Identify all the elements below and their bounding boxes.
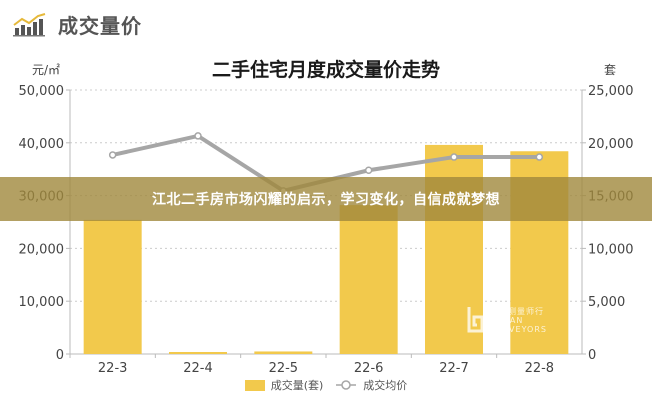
overlay-banner: 江北二手房市场闪耀的启示，学习变化，自信成就梦想 — [0, 177, 652, 221]
legend-label-volume: 成交量(套) — [270, 379, 324, 392]
right-tick-label: 25,000 — [588, 84, 634, 99]
x-tick-label: 22-6 — [354, 361, 384, 376]
watermark-line3: SURVEYORS — [490, 324, 547, 334]
legend-label-price: 成交均价 — [363, 379, 408, 392]
bar-22-4 — [169, 351, 227, 354]
x-tick-label: 22-8 — [525, 361, 555, 376]
chart-legend: 成交量(套) 成交均价 — [0, 377, 652, 393]
banner-text: 江北二手房市场闪耀的启示，学习变化，自信成就梦想 — [152, 192, 500, 208]
brand-title: 成交量价 — [58, 14, 142, 38]
bar-swatch-icon — [244, 379, 265, 391]
right-tick-label: 20,000 — [588, 137, 634, 152]
watermark-logo: 城市测量师行 URBAN SURVEYORS — [466, 305, 547, 335]
chart-title: 二手住宅月度成交量价走势 — [211, 59, 440, 81]
left-tick-label: 40,000 — [19, 137, 65, 152]
urban-surveyors-logo-icon — [467, 307, 484, 333]
left-tick-label: 50,000 — [19, 84, 65, 99]
line-marker-icon — [336, 380, 357, 390]
x-tick-label: 22-3 — [98, 361, 128, 376]
price-point-marker — [535, 153, 544, 161]
price-point-marker — [108, 151, 117, 159]
watermark-line2: URBAN — [490, 315, 524, 325]
watermark-line1: 城市测量师行 — [490, 306, 544, 316]
bar-line-chart-icon — [13, 12, 46, 36]
right-tick-label: 0 — [588, 348, 596, 363]
left-tick-label: 20,000 — [19, 242, 65, 257]
x-tick-label: 22-4 — [183, 361, 213, 376]
price-point-marker — [450, 153, 458, 161]
brand-header: 成交量价 — [12, 10, 142, 39]
x-tick-label: 22-5 — [269, 361, 299, 376]
right-axis-unit: 套 — [604, 63, 617, 77]
left-axis-unit: 元/㎡ — [32, 63, 61, 77]
bar-22-6 — [339, 205, 398, 354]
left-tick-label: 0 — [56, 348, 64, 363]
legend-item-volume[interactable]: 成交量(套) — [244, 377, 324, 393]
price-point-marker — [194, 132, 202, 140]
right-tick-label: 5,000 — [588, 295, 625, 310]
price-point-marker — [364, 166, 373, 175]
bar-22-3 — [83, 219, 142, 354]
left-tick-label: 10,000 — [19, 295, 65, 310]
x-tick-label: 22-7 — [439, 361, 469, 376]
bar-22-5 — [254, 351, 313, 354]
legend-item-price[interactable]: 成交均价 — [335, 377, 407, 393]
right-tick-label: 10,000 — [588, 242, 634, 257]
